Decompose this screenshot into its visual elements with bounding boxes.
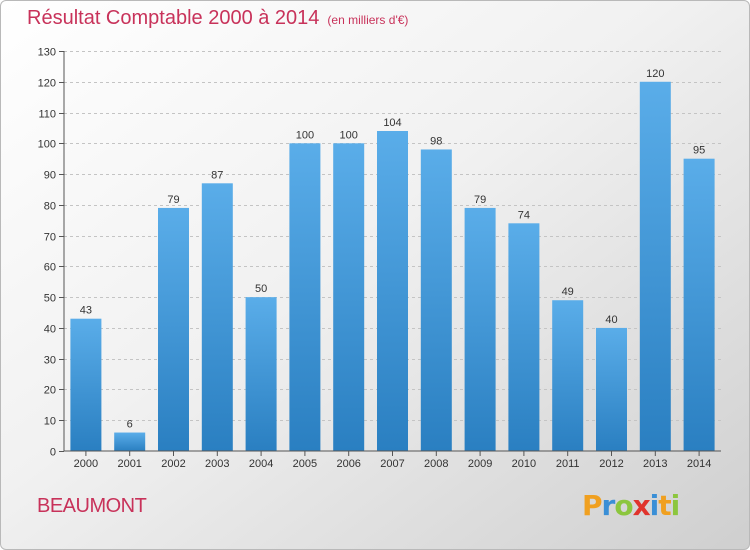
data-label-2002: 79 xyxy=(167,194,179,206)
x-tick-label-2008: 2008 xyxy=(424,458,448,470)
data-label-2005: 100 xyxy=(296,129,314,141)
bars: 43 6 79 87 50 100 100 104 98 79 74 49 40 120 95 xyxy=(70,68,715,452)
y-tick-label: 110 xyxy=(38,109,56,121)
x-axis: 2000 2001 2002 2003 2004 2005 2006 2007 2008 2009… xyxy=(64,450,721,470)
data-label-2012: 40 xyxy=(605,314,617,326)
y-tick-label: 40 xyxy=(44,324,56,336)
x-tick-label-2005: 2005 xyxy=(293,458,317,470)
y-axis: 0 10 20 30 40 50 60 70 80 90 100 110 120 130 xyxy=(38,47,65,459)
y-tick-label: 120 xyxy=(38,78,56,90)
proxiti-logo[interactable]: Proxiti xyxy=(582,489,680,522)
x-tick-label-2007: 2007 xyxy=(380,458,404,470)
bar-2013 xyxy=(639,81,671,452)
city-name: BEAUMONT xyxy=(37,495,147,517)
bar-2006 xyxy=(333,143,365,452)
x-tick-label-2004: 2004 xyxy=(249,458,273,470)
y-tick-label: 30 xyxy=(44,355,56,367)
y-tick-label: 0 xyxy=(50,447,56,459)
bar-2008 xyxy=(420,149,452,451)
chart-title: Résultat Comptable 2000 à 2014 (en millie… xyxy=(27,7,408,30)
x-tick-label-2002: 2002 xyxy=(161,458,185,470)
data-label-2004: 50 xyxy=(255,283,267,295)
bar-2004 xyxy=(245,297,277,451)
y-tick-label: 10 xyxy=(44,416,56,428)
data-label-2009: 79 xyxy=(474,194,486,206)
data-label-2014: 95 xyxy=(693,145,705,157)
bar-2012 xyxy=(596,327,627,451)
bar-2002 xyxy=(158,207,189,451)
bar-2005 xyxy=(289,143,321,452)
y-tick-label: 70 xyxy=(44,232,56,244)
y-tick-label: 60 xyxy=(44,262,56,274)
y-tick-label: 50 xyxy=(44,293,56,305)
x-tick-label-2003: 2003 xyxy=(205,458,229,470)
bar-2009 xyxy=(464,207,496,451)
data-label-2008: 98 xyxy=(430,135,442,147)
x-tick-label-2000: 2000 xyxy=(74,458,98,470)
x-tick-label-2006: 2006 xyxy=(336,458,360,470)
bar-2007 xyxy=(377,131,408,451)
data-label-2000: 43 xyxy=(80,305,92,317)
x-tick-label-2010: 2010 xyxy=(512,458,536,470)
x-tick-label-2011: 2011 xyxy=(556,458,580,470)
chart-subtitle: (en milliers d'€) xyxy=(327,13,409,27)
x-tick-label-2012: 2012 xyxy=(599,458,623,470)
chart-title-main: Résultat Comptable 2000 à 2014 xyxy=(27,7,320,29)
bar-2000 xyxy=(70,318,102,451)
data-label-2011: 49 xyxy=(562,286,574,298)
data-label-2010: 74 xyxy=(518,209,530,221)
y-tick-label: 80 xyxy=(44,201,56,213)
x-tick-label-2013: 2013 xyxy=(643,458,667,470)
y-tick-label: 100 xyxy=(38,139,56,151)
data-label-2003: 87 xyxy=(211,169,223,181)
bar-2010 xyxy=(508,223,540,451)
y-tick-label: 20 xyxy=(44,385,56,397)
bar-2014 xyxy=(683,158,715,451)
x-tick-label-2001: 2001 xyxy=(117,458,141,470)
bar-2003 xyxy=(201,183,233,452)
data-label-2006: 100 xyxy=(340,129,358,141)
data-label-2001: 6 xyxy=(127,419,133,431)
y-tick-label: 90 xyxy=(44,170,56,182)
bar-2011 xyxy=(552,300,584,451)
x-tick-label-2014: 2014 xyxy=(687,458,711,470)
bar-2001 xyxy=(114,432,146,451)
data-label-2013: 120 xyxy=(646,68,664,80)
x-tick-label-2009: 2009 xyxy=(468,458,492,470)
y-tick-label: 130 xyxy=(38,47,56,59)
data-label-2007: 104 xyxy=(383,117,401,129)
